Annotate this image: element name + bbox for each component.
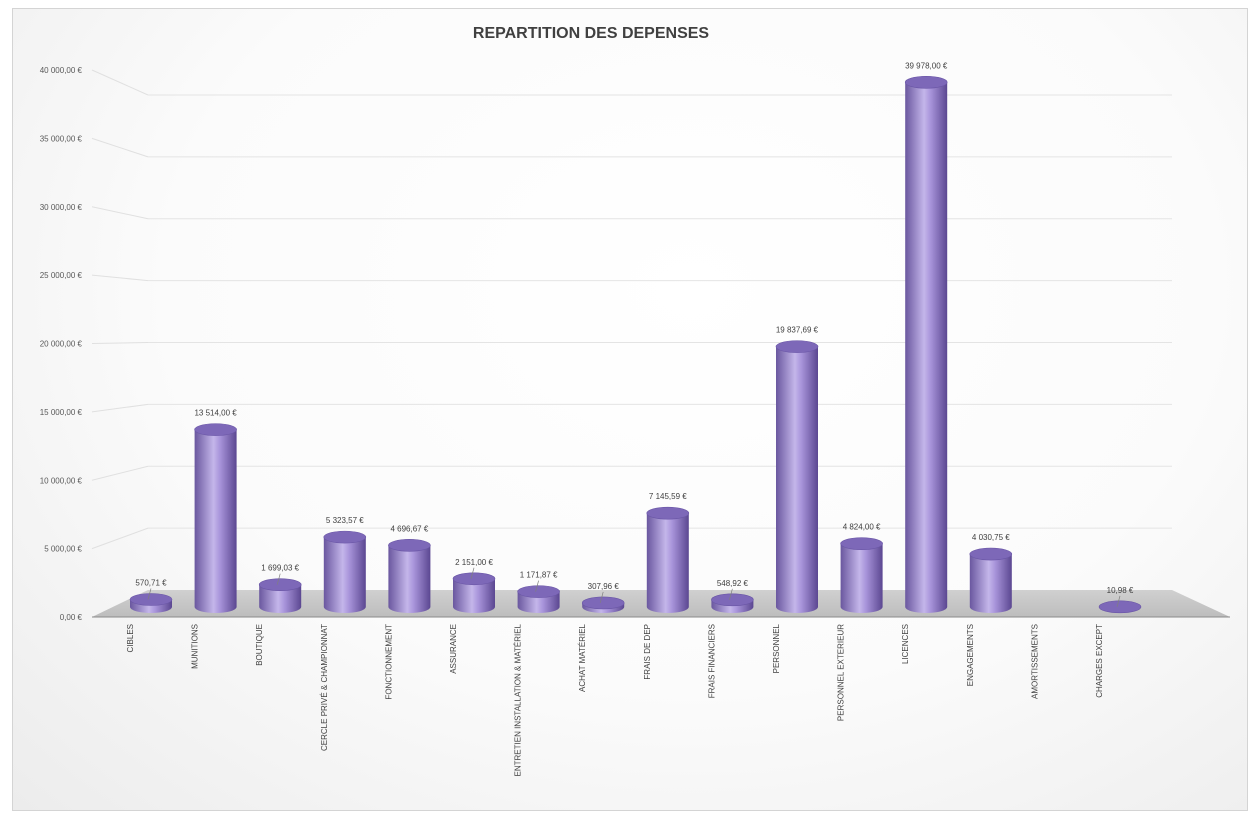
y-tick-label: 10 000,00 €: [40, 476, 83, 485]
bar: [904, 75, 948, 613]
bar: [388, 539, 431, 613]
bar: [581, 596, 625, 613]
bar-body: [905, 82, 948, 613]
bar-body: [194, 429, 237, 613]
data-label: 4 824,00 €: [843, 523, 881, 532]
data-label: 19 837,69 €: [776, 326, 819, 335]
x-tick-label: PERSONNEL: [772, 623, 781, 673]
x-tick-label: FRAIS DE DEP: [643, 624, 652, 680]
bar-body: [840, 543, 883, 613]
y-tick-label: 25 000,00 €: [40, 271, 83, 280]
x-tick-label: CERCLE PRIVÉ & CHAMPIONNAT: [320, 624, 329, 751]
y-tick-label: 40 000,00 €: [40, 66, 83, 75]
data-label: 307,96 €: [588, 582, 620, 591]
data-label: 7 145,59 €: [649, 492, 687, 501]
data-label: 1 699,03 €: [261, 564, 299, 573]
y-tick-label: 0,00 €: [60, 613, 83, 622]
gridline-diagonal: [91, 206, 149, 220]
bar: [1098, 600, 1142, 614]
bar: [323, 530, 367, 613]
bar-body: [453, 578, 495, 613]
chart-title: REPARTITION DES DEPENSES: [473, 25, 710, 42]
bar: [775, 340, 819, 613]
data-label: 4 030,75 €: [972, 533, 1010, 542]
x-tick-label: FONCTIONNEMENT: [384, 624, 393, 700]
bar: [258, 578, 302, 613]
data-label: 4 696,67 €: [390, 524, 428, 533]
gridline-diagonal: [91, 527, 149, 550]
bar-body: [776, 346, 818, 613]
bar-top: [323, 530, 367, 544]
bar: [840, 537, 883, 613]
x-tick-label: PERSONNEL EXTERIEUR: [837, 624, 846, 721]
leader-line: [599, 591, 604, 604]
bar-top: [711, 593, 754, 607]
bar: [517, 585, 560, 613]
bar-body: [259, 584, 302, 613]
x-tick-label: ENTRETIEN INSTALLATION & MATÉRIEL: [514, 623, 523, 776]
y-tick-label: 30 000,00 €: [40, 203, 83, 212]
bar-top: [969, 547, 1013, 561]
gridline-diagonal: [91, 465, 149, 481]
bar: [452, 572, 496, 613]
bar-top: [1098, 600, 1142, 614]
x-tick-label: ASSURANCE: [449, 624, 458, 674]
gridline-diagonal: [91, 342, 149, 344]
bar-top: [388, 539, 431, 552]
x-tick-label: CHARGES EXCEPT: [1095, 624, 1104, 698]
x-tick-label: ACHAT MATÉRIEL: [578, 623, 587, 692]
bar-body: [388, 545, 431, 613]
data-label: 2 151,00 €: [455, 558, 493, 567]
bar-top: [517, 585, 560, 598]
data-label: 5 323,57 €: [326, 516, 364, 525]
x-tick-label: ENGAGEMENTS: [966, 624, 975, 686]
bar-body: [646, 513, 689, 613]
chart-area: [12, 8, 1248, 811]
y-tick-label: 20 000,00 €: [40, 340, 83, 349]
bar-top: [775, 340, 819, 353]
bar: [711, 593, 754, 613]
bar-top: [581, 596, 625, 610]
leader-line: [276, 573, 281, 585]
gridline-diagonal: [91, 274, 149, 282]
bar: [969, 547, 1013, 613]
gridline-diagonal: [91, 403, 149, 413]
x-tick-label: MUNITIONS: [191, 624, 200, 669]
data-label: 548,92 €: [717, 579, 749, 588]
x-tick-label: FRAIS FINANCIERS: [707, 624, 716, 698]
data-label: 10,98 €: [1107, 586, 1134, 595]
x-tick-label: LICENCES: [901, 624, 910, 664]
bar: [129, 593, 173, 613]
bar-top: [904, 75, 948, 89]
x-tick-label: BOUTIQUE: [255, 624, 264, 666]
bar-top: [646, 506, 690, 520]
leader-line: [535, 580, 539, 592]
data-label: 570,71 €: [135, 579, 167, 588]
x-tick-label: CIBLES: [126, 624, 135, 652]
leader-line: [147, 588, 152, 600]
y-tick-label: 5 000,00 €: [44, 545, 82, 554]
y-tick-label: 15 000,00 €: [40, 408, 83, 417]
leader-line: [1116, 595, 1121, 607]
bar-body: [323, 537, 366, 613]
bar: [194, 423, 237, 613]
data-label: 1 171,87 €: [520, 571, 558, 580]
bar: [646, 506, 690, 613]
x-tick-label: AMORTISSEMENTS: [1030, 624, 1039, 699]
leader-line: [470, 567, 475, 579]
bar-top: [194, 423, 237, 436]
data-label: 39 978,00 €: [905, 61, 948, 70]
bar-top: [840, 537, 883, 550]
y-tick-label: 35 000,00 €: [40, 134, 83, 143]
leader-line: [729, 588, 733, 600]
bar-body: [969, 554, 1012, 613]
bar-top: [452, 572, 496, 586]
gridline-diagonal: [91, 137, 149, 158]
data-label: 13 514,00 €: [194, 409, 237, 418]
bar-top: [258, 578, 302, 592]
bar-top: [129, 593, 173, 606]
gridline-diagonal: [91, 69, 149, 96]
